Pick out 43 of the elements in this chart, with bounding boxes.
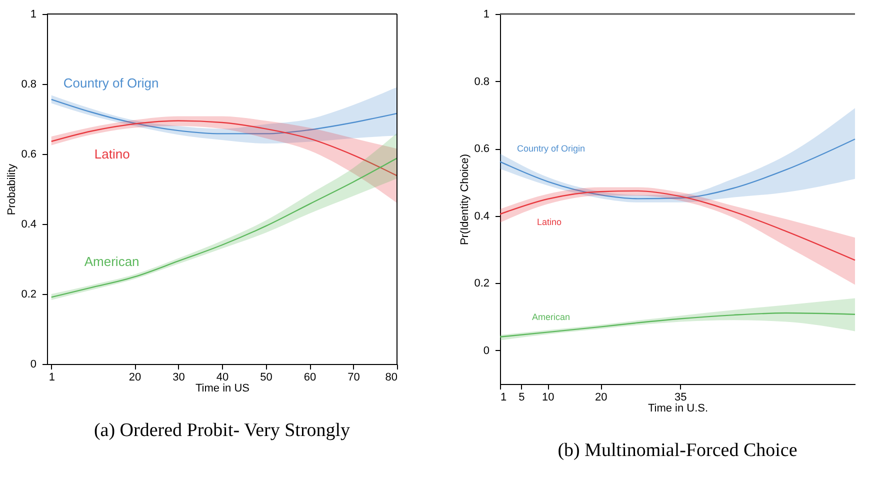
x-tick-label: 35	[674, 392, 687, 404]
line-series	[50, 98, 398, 134]
y-axis-title: Pr(Identity Choice)	[459, 154, 472, 246]
line-series	[499, 138, 856, 200]
series-label: Country of Origin	[517, 144, 586, 154]
y-tick-label: 1	[483, 8, 490, 20]
line-series	[50, 120, 398, 176]
y-tick-label: 0	[483, 344, 490, 357]
x-axis-title: Time in U.S.	[648, 402, 708, 414]
y-tick-label: 0.4	[21, 218, 36, 230]
x-tick-label: 20	[128, 372, 142, 384]
x-tick-label: 20	[595, 392, 608, 404]
y-tick-label: 0	[30, 358, 36, 370]
x-tick-label: 30	[172, 372, 185, 384]
x-tick-label: 40	[216, 372, 229, 384]
y-tick-label: 0.2	[21, 288, 36, 300]
line-series	[499, 312, 856, 338]
text: (a) Ordered Probit- Very Strongly	[94, 420, 351, 441]
y-axis-title: Probability	[6, 163, 18, 216]
series-label: Country of Orign	[63, 75, 159, 90]
x-tick-label: 1	[48, 372, 55, 384]
line-series	[499, 190, 856, 261]
x-tick-label: 5	[518, 392, 525, 404]
series-label: American	[84, 254, 140, 270]
series-label: Latino	[537, 217, 562, 228]
x-tick-label: 70	[348, 372, 360, 384]
x-axis-title: Time in US	[196, 382, 250, 394]
x-tick-label: 1	[500, 392, 507, 404]
series-label: Latino	[94, 146, 130, 162]
y-tick-label: 0.8	[21, 78, 36, 90]
y-tick-label: 0.2	[474, 278, 490, 290]
line-series	[50, 158, 398, 298]
x-tick-label: 60	[304, 372, 316, 384]
y-tick-label: 0.4	[474, 210, 490, 222]
y-tick-label: 0.6	[474, 143, 490, 156]
y-tick-label: 0.8	[474, 76, 490, 88]
x-tick-label: 80	[385, 372, 398, 384]
x-tick-label: 10	[542, 392, 554, 404]
y-tick-label: 1	[30, 8, 36, 20]
y-tick-label: 0.6	[21, 148, 36, 160]
text: (b) Multinomial-Forced Choice	[558, 440, 798, 461]
series-label: American	[532, 312, 570, 322]
x-tick-label: 50	[260, 372, 272, 384]
